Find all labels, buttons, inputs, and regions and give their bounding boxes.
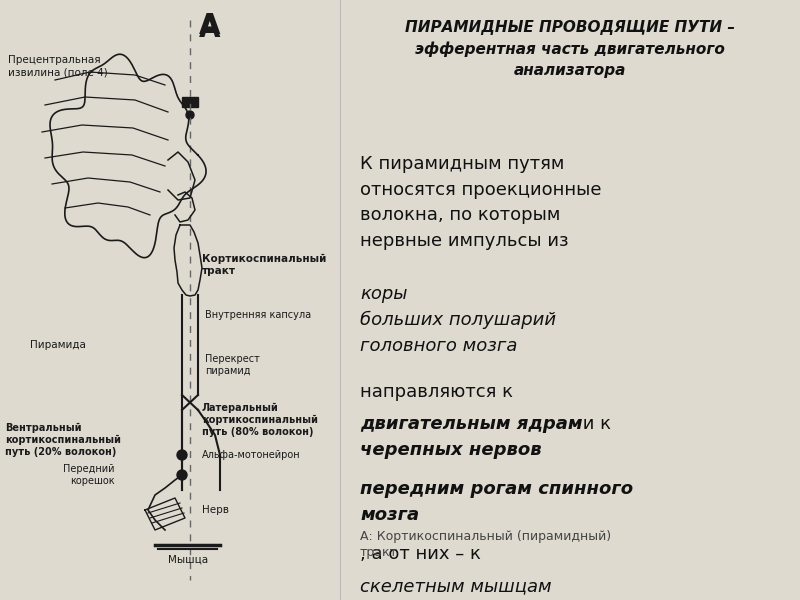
Text: Пирамида: Пирамида	[30, 340, 86, 350]
Text: К пирамидным путям
относятся проекционные
волокна, по которым
нервные импульсы и: К пирамидным путям относятся проекционны…	[360, 155, 602, 250]
Text: Прецентральная
извилина (поле 4): Прецентральная извилина (поле 4)	[8, 55, 108, 77]
Text: направляются к: направляются к	[360, 383, 513, 401]
Text: Мышца: Мышца	[168, 555, 208, 565]
Text: скелетным мышцам: скелетным мышцам	[360, 577, 552, 595]
Text: ПИРАМИДНЫЕ ПРОВОДЯЩИЕ ПУТИ –
эфферентная часть двигательного
анализатора: ПИРАМИДНЫЕ ПРОВОДЯЩИЕ ПУТИ – эфферентная…	[405, 20, 735, 78]
Text: коры
больших полушарий
головного мозга: коры больших полушарий головного мозга	[360, 285, 556, 355]
Circle shape	[177, 450, 187, 460]
Text: Внутренняя капсула: Внутренняя капсула	[205, 310, 311, 320]
Text: и к: и к	[577, 415, 611, 433]
Text: передним рогам спинного
мозга: передним рогам спинного мозга	[360, 480, 633, 524]
Circle shape	[186, 111, 194, 119]
Circle shape	[177, 470, 187, 480]
Text: А: Кортикоспинальный (пирамидный)
тракт: А: Кортикоспинальный (пирамидный) тракт	[360, 530, 611, 559]
Text: Перекрест
пирамид: Перекрест пирамид	[205, 354, 260, 376]
Text: Нерв: Нерв	[202, 505, 229, 515]
Text: А: А	[199, 12, 221, 40]
Text: А: А	[199, 15, 221, 43]
Text: Передний
корешок: Передний корешок	[63, 464, 115, 486]
Text: двигательным ядрам
черепных нервов: двигательным ядрам черепных нервов	[360, 415, 582, 458]
Text: Кортикоспинальный
тракт: Кортикоспинальный тракт	[202, 254, 326, 276]
Text: , а от них – к: , а от них – к	[360, 545, 481, 563]
Text: Альфа-мотонейрон: Альфа-мотонейрон	[202, 450, 301, 460]
Text: Вентральный
кортикоспинальный
путь (20% волокон): Вентральный кортикоспинальный путь (20% …	[5, 422, 121, 457]
Bar	[182, 97, 198, 107]
Text: Латеральный
кортикоспинальный
путь (80% волокон): Латеральный кортикоспинальный путь (80% …	[202, 403, 318, 437]
